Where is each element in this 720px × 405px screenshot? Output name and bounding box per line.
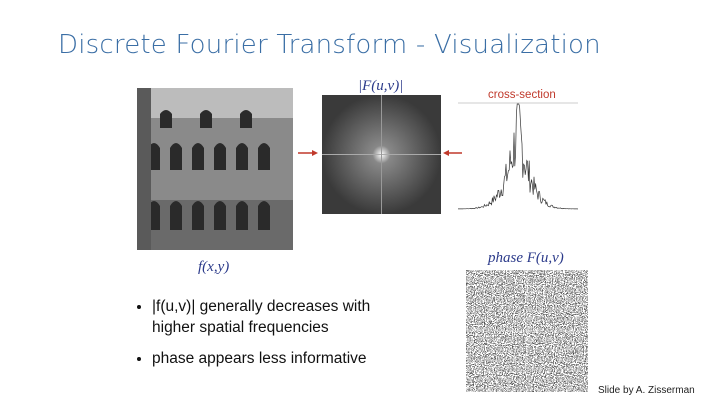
bullet-list: |f(u,v)| generally decreases with higher…	[140, 296, 400, 379]
magnitude-image	[322, 95, 441, 214]
cross-section-label: cross-section	[488, 89, 556, 101]
bullet: |f(u,v)| generally decreases with higher…	[152, 296, 400, 338]
credit: Slide by A. Zisserman	[598, 385, 695, 396]
phase-image	[466, 270, 588, 392]
bullet: phase appears less informative	[152, 348, 400, 369]
arrows	[298, 150, 462, 156]
spatial-label: f(x,y)	[198, 259, 230, 275]
spatial-image	[137, 88, 293, 250]
slide-title: Discrete Fourier Transform - Visualizati…	[58, 30, 601, 60]
cross-section-plot	[458, 102, 579, 210]
phase-label: phase F(u,v)	[488, 250, 564, 266]
magnitude-label: |F(u,v)|	[358, 78, 404, 94]
